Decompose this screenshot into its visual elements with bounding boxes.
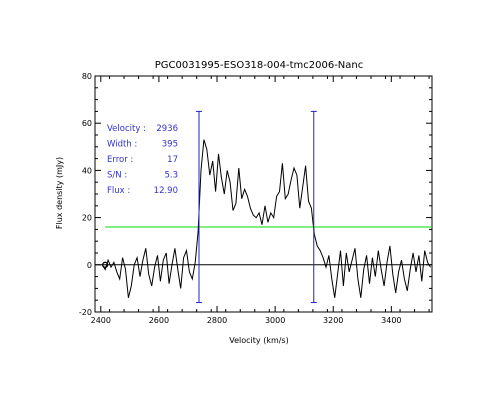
stat-label: Flux : (107, 186, 130, 196)
y-tick-label: -20 (79, 308, 92, 317)
x-tick-label: 2600 (149, 316, 169, 325)
stat-value: 12.90 (154, 186, 178, 196)
stat-label: Velocity : (107, 124, 146, 134)
x-tick-label: 3200 (323, 316, 343, 325)
y-tick-label: 20 (82, 214, 92, 223)
plot-area: 2400 2600 2800 3000 3200 3400 -20 0 20 40 60 80 (79, 72, 433, 325)
y-tick-label: 40 (82, 166, 92, 175)
y-tick-label: 80 (82, 72, 92, 81)
spectrum-line (101, 139, 431, 298)
stat-label: Error : (107, 155, 133, 165)
y-tick-label: 0 (87, 261, 92, 270)
stats-panel: Velocity : 2936 Width : 395 Error : 17 S/N : 5.… (107, 124, 178, 196)
x-tick-label: 3400 (381, 316, 401, 325)
x-axis-label: Velocity (km/s) (229, 336, 288, 345)
stat-label: Width : (107, 140, 137, 150)
stat-value: 2936 (156, 124, 178, 134)
stat-value: 17 (167, 155, 178, 165)
x-tick-label: 3000 (265, 316, 285, 325)
y-axis-label: Flux density (mJy) (55, 157, 64, 229)
start-marker (102, 261, 109, 268)
stat-value: 395 (162, 140, 178, 150)
stat-value: 5.3 (164, 171, 178, 181)
x-tick-label: 2800 (207, 316, 227, 325)
x-tick-label: 2400 (91, 316, 111, 325)
chart-title: PGC0031995-ESO318-004-tmc2006-Nanc (155, 60, 364, 71)
stat-label: S/N : (107, 171, 127, 181)
y-tick-label: 60 (82, 119, 92, 128)
